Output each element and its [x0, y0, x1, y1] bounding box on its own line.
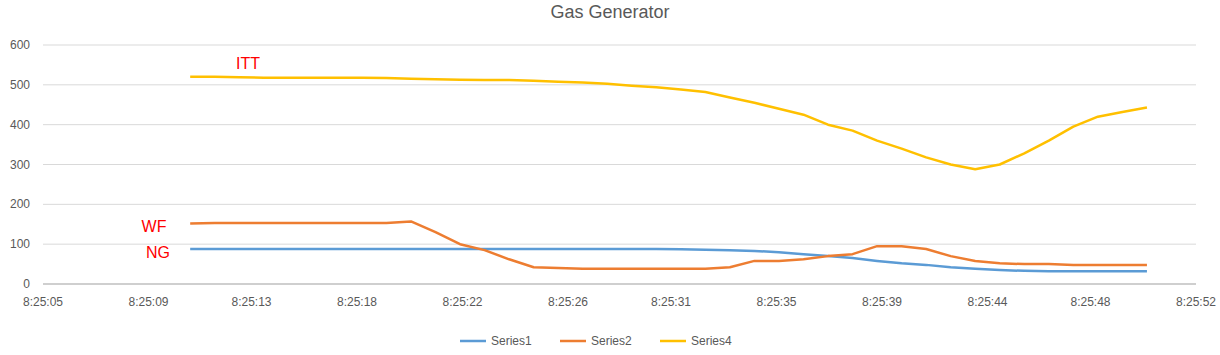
legend-swatch	[560, 340, 586, 343]
y-tick-label: 500	[10, 78, 30, 92]
y-tick-label: 400	[10, 118, 30, 132]
x-tick-label: 8:25:26	[548, 295, 588, 309]
x-tick-label: 8:25:22	[442, 295, 482, 309]
legend-label: Series4	[691, 334, 732, 348]
x-tick-label: 8:25:52	[1176, 295, 1216, 309]
plot-lines	[190, 77, 1147, 271]
series-line	[190, 221, 1147, 268]
annotation: NG	[146, 244, 170, 261]
x-tick-label: 8:25:13	[231, 295, 271, 309]
x-tick-label: 8:25:05	[23, 295, 63, 309]
chart: Gas Generator 0 100 200 300 400 500 600 8:25:05 8…	[0, 0, 1220, 355]
y-tick-label: 200	[10, 197, 30, 211]
x-tick-label: 8:25:35	[756, 295, 796, 309]
y-tick-label: 300	[10, 158, 30, 172]
x-tick-label: 8:25:31	[651, 295, 691, 309]
annotation: WF	[142, 218, 167, 235]
series-line	[190, 77, 1147, 169]
x-axis-line	[43, 284, 1196, 285]
legend-label: Series2	[591, 334, 632, 348]
x-tick-label: 8:25:09	[128, 295, 168, 309]
grid-line	[43, 124, 1196, 125]
x-tick-label: 8:25:44	[967, 295, 1007, 309]
grid-line	[43, 284, 1196, 285]
legend-swatch	[660, 340, 686, 343]
grid-line	[43, 45, 1196, 46]
x-tick-label: 8:25:39	[862, 295, 902, 309]
grid-line	[43, 244, 1196, 245]
annotation: ITT	[236, 55, 260, 72]
legend-label: Series1	[491, 334, 532, 348]
grid-line	[43, 204, 1196, 205]
grid-line	[43, 164, 1196, 165]
y-tick-label: 0	[23, 277, 30, 291]
x-tick-label: 8:25:18	[337, 295, 377, 309]
title: Gas Generator	[550, 2, 669, 22]
legend-swatch	[460, 340, 486, 343]
x-tick-label: 8:25:48	[1070, 295, 1110, 309]
y-tick-label: 100	[10, 237, 30, 251]
y-tick-label: 600	[10, 38, 30, 52]
